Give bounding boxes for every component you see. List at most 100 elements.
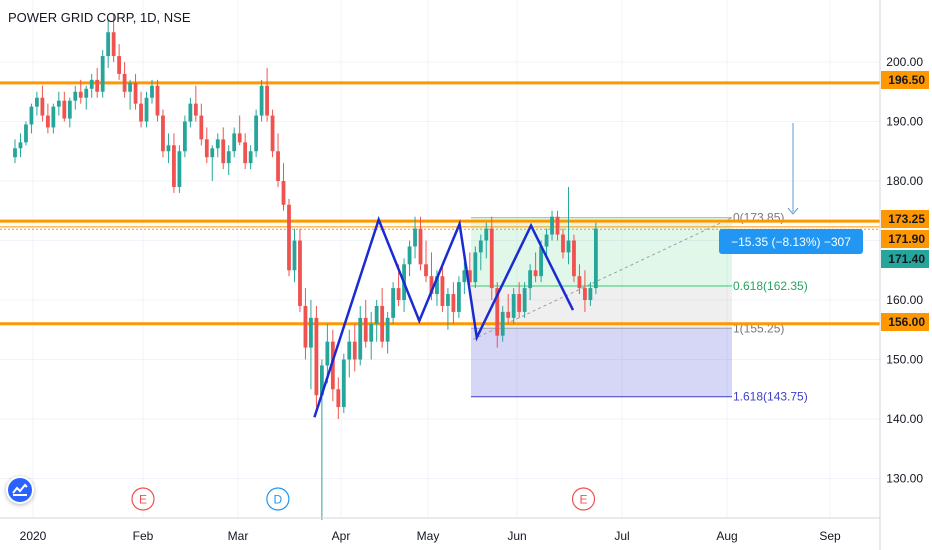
price-tick-label: 160.00 bbox=[886, 293, 923, 307]
chart-title: POWER GRID CORP, 1D, NSE bbox=[8, 10, 191, 25]
candle-body bbox=[122, 73, 127, 92]
fib-zone-middle bbox=[471, 286, 732, 329]
candle-body bbox=[363, 317, 368, 342]
candle-body bbox=[484, 228, 489, 241]
candle-body bbox=[139, 103, 143, 122]
candle-body bbox=[193, 103, 198, 116]
candle-body bbox=[232, 133, 237, 152]
candle-body bbox=[583, 288, 587, 300]
event-marker-label: E bbox=[579, 493, 587, 507]
candle-body bbox=[517, 294, 522, 312]
price-tag-label: 173.25 bbox=[888, 212, 925, 226]
candle-body bbox=[391, 288, 396, 318]
candle-body bbox=[446, 294, 450, 306]
tradingview-logo[interactable] bbox=[6, 476, 34, 504]
candle-body bbox=[451, 294, 456, 312]
event-marker-label: E bbox=[139, 493, 147, 507]
candle-body bbox=[413, 228, 417, 247]
candle-body bbox=[506, 311, 511, 318]
candle-body bbox=[298, 240, 302, 306]
candle-body bbox=[40, 97, 45, 116]
price-tag-box bbox=[881, 71, 929, 89]
logo-icon bbox=[8, 478, 32, 502]
candle-body bbox=[418, 228, 423, 265]
candle-body bbox=[314, 317, 319, 396]
candle-body bbox=[111, 32, 116, 57]
candle-body bbox=[572, 240, 576, 277]
candle-body bbox=[544, 234, 549, 247]
candle-body bbox=[561, 234, 565, 253]
chart-grid bbox=[0, 0, 880, 518]
price-tick-label: 130.00 bbox=[886, 472, 923, 486]
time-axis[interactable]: 2020 Feb Mar Apr May Jun Jul Aug Sep bbox=[0, 517, 880, 543]
measure-arrow-head bbox=[787, 207, 799, 215]
candle-body bbox=[24, 124, 28, 143]
candle-body bbox=[341, 359, 346, 408]
candle-body bbox=[407, 246, 412, 265]
candle-body bbox=[358, 317, 363, 360]
candle-body bbox=[100, 56, 105, 92]
candle-body bbox=[528, 270, 533, 289]
candle-body bbox=[462, 270, 467, 283]
candle-body bbox=[199, 115, 204, 140]
price-axis-bg bbox=[880, 0, 932, 550]
candle-body bbox=[478, 240, 483, 253]
candle-body bbox=[248, 151, 253, 164]
candle-body bbox=[84, 88, 89, 98]
price-tick-label: 200.00 bbox=[886, 55, 923, 69]
candle-body bbox=[380, 305, 385, 342]
candle-body bbox=[593, 228, 598, 289]
candle-body bbox=[243, 142, 248, 164]
candle-body bbox=[456, 282, 461, 312]
candle-body bbox=[325, 341, 330, 366]
candle-body bbox=[161, 115, 165, 152]
candle-body bbox=[35, 97, 39, 107]
drawing-tools[interactable]: −15.35 (−8.13%) −307 bbox=[313, 123, 863, 418]
candle-body bbox=[45, 115, 50, 128]
candle-body bbox=[347, 341, 352, 360]
candle-body bbox=[177, 151, 182, 187]
candle-body bbox=[73, 91, 78, 101]
candle-body bbox=[374, 305, 379, 324]
fib-zone-upper bbox=[471, 217, 732, 287]
fib-level-label: 0.618(162.35) bbox=[733, 279, 808, 293]
candle-body bbox=[309, 317, 313, 348]
candle-body bbox=[259, 85, 264, 116]
candle-body bbox=[369, 323, 374, 342]
price-tag-box bbox=[881, 210, 929, 228]
price-axis[interactable]: 130.00140.00150.00160.00170.00180.00190.… bbox=[879, 0, 932, 550]
candle-body bbox=[78, 91, 83, 98]
candle-body bbox=[511, 294, 516, 318]
price-tag-box bbox=[881, 250, 929, 268]
candle-body bbox=[89, 79, 94, 89]
price-tag-box bbox=[881, 230, 929, 248]
candle-body bbox=[281, 181, 286, 205]
time-tick-label: Apr bbox=[332, 529, 351, 543]
event-marker bbox=[571, 487, 596, 511]
candle-body bbox=[435, 276, 439, 295]
candle-body bbox=[67, 100, 72, 119]
time-tick-label: 2020 bbox=[20, 529, 47, 543]
candle-body bbox=[330, 341, 335, 390]
time-tick-label: Mar bbox=[228, 529, 249, 543]
candle-body bbox=[292, 240, 297, 271]
event-marker bbox=[266, 487, 290, 511]
candle-body bbox=[424, 264, 428, 277]
candle-body bbox=[287, 204, 291, 271]
measure-label-box bbox=[719, 229, 863, 254]
candle-body bbox=[13, 148, 17, 158]
price-tick-label: 190.00 bbox=[886, 115, 923, 129]
fib-level-label: 1.618(143.75) bbox=[733, 390, 808, 404]
candle-body bbox=[18, 142, 23, 149]
time-tick-label: Sep bbox=[819, 529, 841, 543]
candle-body bbox=[128, 82, 132, 92]
time-tick-label: Jul bbox=[614, 529, 629, 543]
candle-body bbox=[172, 145, 176, 187]
price-tick-label: 140.00 bbox=[886, 412, 923, 426]
candle-body bbox=[473, 252, 478, 283]
candle-body bbox=[56, 100, 61, 107]
candle-body bbox=[106, 32, 111, 57]
candle-body bbox=[62, 100, 67, 119]
